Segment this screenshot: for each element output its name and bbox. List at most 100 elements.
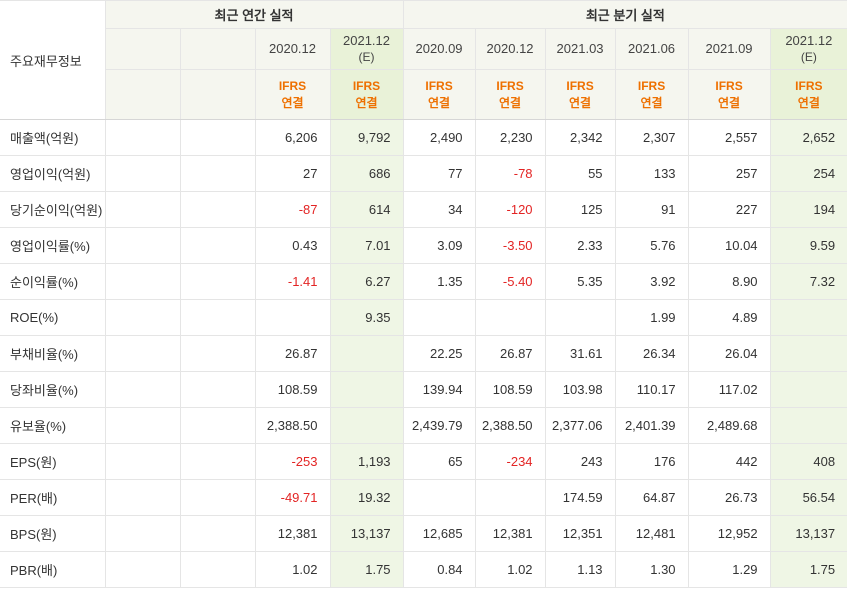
table-row: 영업이익률(%) 0.43 7.01 3.09 -3.50 2.33 5.76 10.04 9.… xyxy=(0,227,847,264)
value-cell: 1.02 xyxy=(474,551,546,588)
value-cell: 108.59 xyxy=(254,371,331,408)
value-cell: 12,481 xyxy=(614,515,689,552)
value-cell: 1.29 xyxy=(687,551,771,588)
ifrs-label-line1: IFRS xyxy=(715,78,743,93)
value-cell: -120 xyxy=(474,191,546,228)
value-cell: 2,652 xyxy=(769,119,847,156)
value-cell xyxy=(402,299,476,336)
value-cell: -234 xyxy=(474,443,546,480)
value-cell: 1,193 xyxy=(329,443,404,480)
value-cell: -78 xyxy=(474,155,546,192)
value-cell: 2,388.50 xyxy=(254,407,331,444)
table-row: PER(배) -49.71 19.32 174.59 64.87 26.73 56.54 xyxy=(0,479,847,516)
value-cell: 110.17 xyxy=(614,371,689,408)
blank-header-cell xyxy=(105,28,181,70)
value-cell xyxy=(769,299,847,336)
period-header-3: 2020.12 xyxy=(474,28,546,70)
table-row: BPS(원) 12,381 13,137 12,685 12,381 12,351 12,4… xyxy=(0,515,847,552)
value-cell: 117.02 xyxy=(687,371,771,408)
value-cell: 1.99 xyxy=(614,299,689,336)
ifrs-header-3: IFRS 연결 xyxy=(474,69,546,120)
blank-header-cell xyxy=(179,69,256,120)
ifrs-header-4: IFRS 연결 xyxy=(544,69,616,120)
value-cell xyxy=(544,299,616,336)
period-header-6: 2021.09 xyxy=(687,28,771,70)
value-cell: 0.84 xyxy=(402,551,476,588)
value-cell: 5.76 xyxy=(614,227,689,264)
row-label: PBR(배) xyxy=(0,551,106,588)
blank-cell xyxy=(179,371,256,408)
value-cell: 1.02 xyxy=(254,551,331,588)
table-row: 영업이익(억원) 27 686 77 -78 55 133 257 254 xyxy=(0,155,847,192)
blank-cell xyxy=(179,263,256,300)
period-header-7: 2021.12 (E) xyxy=(769,28,847,70)
value-cell: 139.94 xyxy=(402,371,476,408)
value-cell: 9.59 xyxy=(769,227,847,264)
row-label: 당좌비율(%) xyxy=(0,371,106,408)
ifrs-label-line2: 연결 xyxy=(718,95,741,110)
value-cell: 1.75 xyxy=(329,551,404,588)
value-cell: 125 xyxy=(544,191,616,228)
table-body: 매출액(억원) 6,206 9,792 2,490 2,230 2,342 2,307 2,5… xyxy=(0,119,847,588)
ifrs-label-line1: IFRS xyxy=(425,78,453,93)
value-cell: 2,439.79 xyxy=(402,407,476,444)
value-cell: 3.92 xyxy=(614,263,689,300)
value-cell: 27 xyxy=(254,155,331,192)
value-cell xyxy=(474,299,546,336)
table-header: 주요재무정보 최근 연간 실적 최근 분기 실적 2020.12 2021.12(… xyxy=(0,0,847,120)
blank-cell xyxy=(104,551,181,588)
ifrs-label-line2: 연결 xyxy=(797,95,820,110)
value-cell: 8.90 xyxy=(687,263,771,300)
value-cell xyxy=(329,335,404,372)
ifrs-header-6: IFRS 연결 xyxy=(687,69,771,120)
value-cell: 2,557 xyxy=(687,119,771,156)
ifrs-header-2: IFRS 연결 xyxy=(402,69,476,120)
row-label: EPS(원) xyxy=(0,443,106,480)
value-cell: 133 xyxy=(614,155,689,192)
value-cell: 3.09 xyxy=(402,227,476,264)
ifrs-label-line1: IFRS xyxy=(795,78,823,93)
period-label: 2021.12 xyxy=(343,33,391,49)
value-cell: 254 xyxy=(769,155,847,192)
value-cell: 2,388.50 xyxy=(474,407,546,444)
blank-cell xyxy=(179,335,256,372)
estimate-suffix: (E) xyxy=(358,49,375,64)
ifrs-header-row: IFRS 연결 IFRS 연결 IFRS 연결 IFRS 연결 IFRS 연결 IFRS 연결 IFRS… xyxy=(0,69,847,120)
value-cell: 26.87 xyxy=(254,335,331,372)
row-label: 순이익률(%) xyxy=(0,263,106,300)
value-cell xyxy=(329,371,404,408)
value-cell: 103.98 xyxy=(544,371,616,408)
blank-cell xyxy=(179,119,256,156)
value-cell: 2,490 xyxy=(402,119,476,156)
value-cell: 77 xyxy=(402,155,476,192)
blank-cell xyxy=(104,443,181,480)
value-cell: 257 xyxy=(687,155,771,192)
value-cell: 12,381 xyxy=(254,515,331,552)
period-header-5: 2021.06 xyxy=(614,28,689,70)
period-label: 2020.12 xyxy=(486,40,534,56)
value-cell: 7.01 xyxy=(329,227,404,264)
table-corner-label: 주요재무정보 xyxy=(0,0,106,120)
value-cell: 614 xyxy=(329,191,404,228)
value-cell: 194 xyxy=(769,191,847,228)
blank-cell xyxy=(179,551,256,588)
blank-header-cell xyxy=(179,28,256,70)
value-cell: 13,137 xyxy=(769,515,847,552)
value-cell: 7.32 xyxy=(769,263,847,300)
group-header-annual: 최근 연간 실적 xyxy=(104,0,404,29)
value-cell: 64.87 xyxy=(614,479,689,516)
table-row: EPS(원) -253 1,193 65 -234 243 176 442 408 xyxy=(0,443,847,480)
blank-cell xyxy=(179,155,256,192)
blank-cell xyxy=(179,443,256,480)
row-label: 매출액(억원) xyxy=(0,119,106,156)
value-cell: 26.87 xyxy=(474,335,546,372)
value-cell: 2,401.39 xyxy=(614,407,689,444)
value-cell: 26.73 xyxy=(687,479,771,516)
ifrs-header-5: IFRS 연결 xyxy=(614,69,689,120)
blank-cell xyxy=(104,407,181,444)
estimate-suffix: (E) xyxy=(800,49,817,64)
blank-cell xyxy=(104,191,181,228)
period-header-0: 2020.12 xyxy=(254,28,331,70)
ifrs-label-line1: IFRS xyxy=(278,78,307,93)
